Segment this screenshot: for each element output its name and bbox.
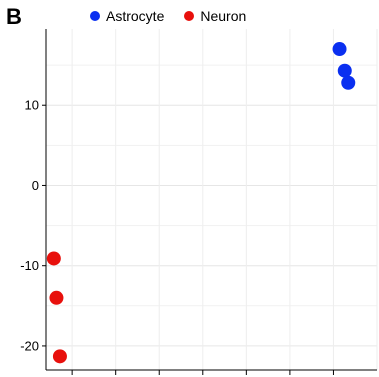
tick-labels: -20 -10 0 10: [20, 98, 39, 354]
legend-item-astrocyte: Astrocyte: [90, 8, 164, 24]
legend-marker-astrocyte: [90, 11, 100, 21]
data-point-astrocyte: [332, 42, 347, 57]
axes: [42, 29, 377, 375]
data-point-neuron: [46, 251, 61, 266]
data-point-neuron: [52, 349, 67, 364]
plot-background: [46, 29, 377, 370]
data-point-neuron: [49, 290, 64, 305]
data-point-astrocyte: [341, 75, 356, 90]
y-tick-label: -10: [20, 258, 39, 273]
legend-marker-neuron: [184, 11, 195, 21]
legend-label-neuron: Neuron: [200, 8, 247, 24]
legend-item-neuron: Neuron: [184, 8, 246, 24]
data-points: [46, 42, 356, 364]
grid: [46, 29, 378, 370]
legend-label-astrocyte: Astrocyte: [106, 8, 165, 24]
y-tick-label: 10: [25, 98, 39, 113]
y-tick-label: -20: [20, 338, 39, 353]
data-point-astrocyte: [337, 63, 352, 78]
legend: Astrocyte Neuron: [90, 8, 246, 24]
panel-label: B: [6, 4, 22, 29]
y-tick-label: 0: [32, 178, 39, 193]
